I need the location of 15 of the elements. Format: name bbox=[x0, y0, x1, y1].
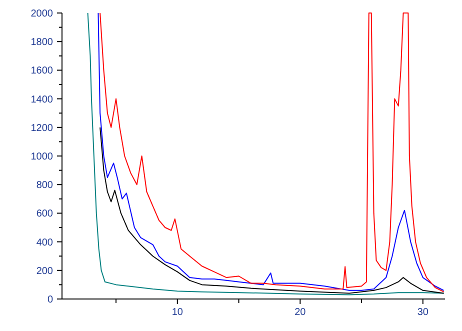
line-series bbox=[100, 126, 444, 294]
y-tick-label: 400 bbox=[36, 237, 54, 248]
y-tick-label: 2000 bbox=[30, 8, 54, 20]
y-tick-label: 1200 bbox=[30, 122, 54, 134]
y-tick-label: 1400 bbox=[30, 94, 54, 106]
y-tick-label: 600 bbox=[36, 208, 54, 220]
y-tick-label: 0 bbox=[47, 294, 54, 306]
y-tick-label: 800 bbox=[36, 180, 54, 192]
y-tick-label: 1800 bbox=[30, 37, 54, 48]
x-tick-label: 10 bbox=[172, 307, 184, 318]
x-tick-label: 30 bbox=[417, 307, 429, 318]
y-tick-label: 1000 bbox=[30, 152, 54, 162]
x-tick-label: 20 bbox=[294, 307, 306, 318]
y-tick-label: 1600 bbox=[30, 66, 54, 77]
y-tick-label: 200 bbox=[36, 266, 54, 277]
